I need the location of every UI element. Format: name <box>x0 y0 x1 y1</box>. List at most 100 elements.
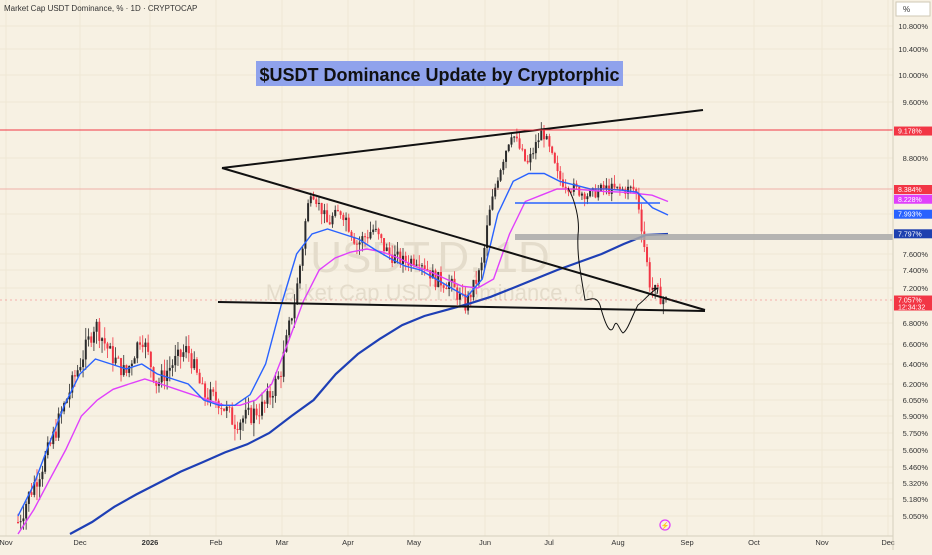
candle-body <box>388 247 391 255</box>
candle-body <box>182 352 185 357</box>
x-tick-label: 2026 <box>142 538 159 547</box>
candle-body <box>570 191 573 193</box>
candle-body <box>521 148 524 150</box>
y-tick-label: 5.050% <box>903 512 929 521</box>
candle-body <box>383 238 386 251</box>
trendline-lower-support[interactable] <box>217 301 706 312</box>
moving-average-line[interactable] <box>69 232 669 535</box>
candle-body <box>101 338 104 341</box>
candle-body <box>646 247 649 263</box>
candle-body <box>87 336 90 340</box>
candle-body <box>572 183 575 192</box>
candle-body <box>128 366 131 373</box>
candle-body <box>220 408 223 410</box>
candle-body <box>84 339 87 360</box>
event-icon-glyph: ⚡ <box>661 521 670 530</box>
candle-body <box>426 268 429 271</box>
grey-zone-band[interactable] <box>515 234 893 240</box>
candle-body <box>580 193 583 196</box>
y-tick-label: 5.750% <box>903 429 929 438</box>
title-banner <box>256 61 623 86</box>
price-label-badge <box>894 209 932 219</box>
unit-badge[interactable] <box>895 1 931 17</box>
candle-body <box>98 321 101 341</box>
candle-body <box>364 236 367 238</box>
candle-body <box>282 351 285 377</box>
candle-body <box>114 357 117 364</box>
trendline-descending[interactable] <box>221 167 706 311</box>
candle-body <box>542 130 545 140</box>
y-tick-label: 7.400% <box>903 266 929 275</box>
candle-body <box>605 185 608 190</box>
candle-body <box>223 408 226 411</box>
x-tick-label: Mar <box>276 538 289 547</box>
candle-body <box>27 492 30 504</box>
projection-path[interactable] <box>567 187 659 334</box>
candle-body <box>185 346 188 353</box>
candle-body <box>366 237 369 239</box>
candle-body <box>106 343 109 349</box>
candle-body <box>174 355 177 366</box>
candle-body <box>301 248 304 266</box>
candle-body <box>442 285 445 288</box>
unit-label: % <box>903 5 910 14</box>
candle-body <box>122 365 125 376</box>
candle-body <box>307 203 310 222</box>
candle-body <box>271 395 274 398</box>
trendline-upper-resistance[interactable] <box>221 109 704 169</box>
candle-body <box>448 282 451 290</box>
candle-body <box>296 283 299 305</box>
candle-body <box>553 152 556 163</box>
candle-body <box>393 254 396 263</box>
candle-body <box>578 186 581 196</box>
y-tick-label: 6.400% <box>903 360 929 369</box>
candle-body <box>171 365 174 368</box>
candle-body <box>534 142 537 154</box>
candle-body <box>90 336 93 343</box>
candle-body <box>152 367 155 381</box>
candle-body <box>17 522 19 523</box>
x-tick-label: Jul <box>544 538 554 547</box>
candle-body <box>187 346 190 354</box>
y-tick-label: 6.800% <box>903 319 929 328</box>
trendline-drawings[interactable] <box>217 109 706 312</box>
candle-body <box>496 180 499 188</box>
candle-body <box>285 335 288 352</box>
moving-average-line[interactable] <box>17 172 669 517</box>
price-label-value: 7.797% <box>898 231 922 238</box>
candle-body <box>616 186 619 188</box>
candle-body <box>648 262 651 288</box>
candle-body <box>57 413 60 438</box>
candle-body <box>109 346 112 349</box>
candle-body <box>136 342 139 359</box>
candle-body <box>92 331 95 343</box>
candle-body <box>160 370 163 383</box>
candle-body <box>312 196 315 200</box>
candle-body <box>469 294 472 298</box>
candle-body <box>179 349 182 357</box>
candle-body <box>326 210 329 223</box>
candle-body <box>507 144 510 151</box>
candle-body <box>412 258 415 266</box>
price-label-value: 8.228% <box>898 197 922 204</box>
candle-body <box>524 149 527 161</box>
candle-body <box>44 455 47 472</box>
candle-body <box>486 225 489 249</box>
candle-body <box>510 137 513 145</box>
candle-body <box>193 359 196 369</box>
candle-body <box>19 521 22 523</box>
candle-body <box>369 232 372 239</box>
candle-body <box>372 229 375 233</box>
candle-body <box>439 271 442 286</box>
y-tick-label: 5.180% <box>903 495 929 504</box>
candle-body <box>242 418 245 423</box>
x-tick-label: Jun <box>479 538 491 547</box>
event-icon[interactable] <box>659 519 671 531</box>
candle-body <box>252 408 255 424</box>
y-tick-label: 8.800% <box>903 154 929 163</box>
candle-body <box>269 391 272 398</box>
candle-body <box>52 431 55 445</box>
x-tick-label: Dec <box>881 538 895 547</box>
candle-body <box>491 196 494 210</box>
